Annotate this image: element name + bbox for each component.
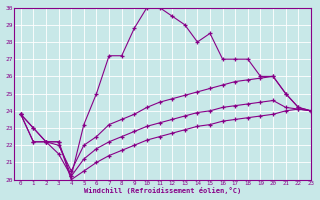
X-axis label: Windchill (Refroidissement éolien,°C): Windchill (Refroidissement éolien,°C) xyxy=(84,187,241,194)
